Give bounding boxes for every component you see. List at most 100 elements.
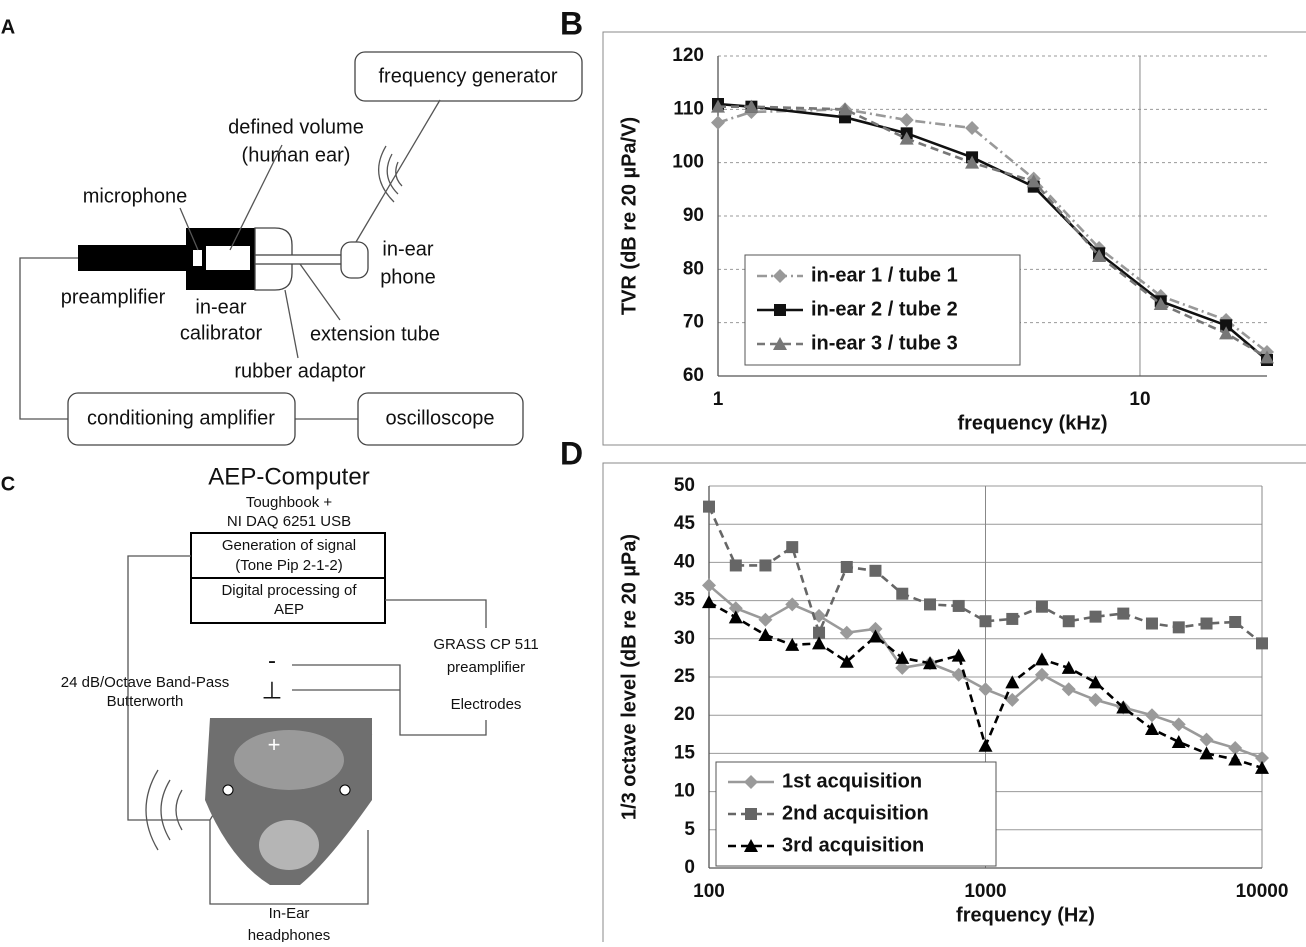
marker [786,541,799,554]
marker [1089,610,1102,623]
amplifier-box [67,392,296,446]
legend-label: 1st acquisition [782,770,922,792]
generator-label: frequency generator [378,65,557,87]
series-line [717,108,1268,354]
marker [978,682,993,697]
filter-label: 24 dB/Octave Band-Pass [61,674,229,691]
phone-label: phone [380,266,436,288]
y-tick-label: 0 [684,857,695,878]
marker [711,115,725,130]
processing-label: AEP [274,601,304,618]
legend-label: 3rd acquisition [782,834,924,856]
marker [1088,692,1103,707]
seal-photo [234,730,344,790]
marker [1220,319,1233,332]
marker [711,99,725,113]
x-tick-label: 1000 [964,881,1006,902]
marker [1034,652,1049,666]
legend-box [715,761,997,867]
marker [728,601,743,616]
marker [1228,741,1243,756]
legend-marker [744,839,758,852]
marker [1199,746,1214,760]
wire [355,99,441,243]
marker [1092,249,1107,262]
marker [1061,660,1076,674]
y-tick-label: 20 [674,704,695,725]
legend-marker [774,304,786,316]
marker [1171,717,1186,732]
electrodes-label: Electrodes [451,696,522,713]
marker [1228,752,1243,766]
y-axis-label: 1/3 octave level (dB re 20 µPa) [618,534,640,820]
phone-shape [340,241,369,279]
volume-label: defined volume [228,116,364,138]
marker [1229,615,1242,628]
legend-label: in-ear 3 / tube 3 [811,332,958,354]
marker [1144,708,1159,723]
marker [703,500,715,513]
marker [1172,621,1185,634]
calibrator-label: in-ear [195,296,246,318]
panel-c: C AEP-Computer Toughbook + NI DAQ 6251 U… [1,463,539,944]
wire [19,257,358,420]
x-tick-label: 10 [1129,389,1150,410]
chart: D 0 5 10 15 20 25 30 35 40 45 50 100 1000 10000 frequen… [560,435,1288,926]
filter-label: Butterworth [107,693,184,710]
x-axis-label: frequency (kHz) [957,412,1107,434]
panel-frame [602,31,1306,942]
y-tick-label: 100 [672,152,704,173]
marker [896,587,909,600]
oscilloscope-label: oscilloscope [386,407,495,429]
y-tick-label: 80 [683,258,704,279]
marker [1171,734,1186,748]
marker [951,648,966,662]
y-tick-label: 25 [674,666,696,687]
panel-a: A frequency generator defined volume (hu… [1,16,583,446]
marker [1005,692,1020,707]
seal-photo [259,820,319,870]
y-tick-label: 15 [674,742,696,763]
leader-lines [179,144,341,359]
y-tick-label: 30 [674,628,695,649]
marker [839,625,854,640]
marker [785,597,800,612]
computer-details: Toughbook + [246,494,333,511]
legend-marker [773,269,787,283]
x-tick-label: 1 [713,389,724,410]
preamp-label: preamplifier [447,659,525,676]
marker [702,578,716,593]
volume-label: (human ear) [242,144,351,166]
y-axis-label: TVR (dB re 20 µPa/V) [618,117,640,315]
processing-box [190,577,386,624]
headphone-left [222,784,234,796]
marker [1061,682,1076,697]
sound-waves [145,769,183,851]
amplifier-label: conditioning amplifier [87,407,275,429]
signal-box [190,532,386,579]
marker [759,559,772,572]
y-tick-label: 5 [684,819,695,840]
y-tick-label: 50 [674,475,695,496]
marker [979,615,992,628]
y-tick-label: 120 [672,45,704,66]
panel-label: D [560,435,583,471]
headphone-right [339,784,351,796]
series-line [718,105,1268,359]
marker [1005,675,1020,689]
marker [1199,732,1214,747]
marker [1200,617,1213,630]
marker [1219,326,1234,340]
marker [1153,297,1168,310]
marker [1034,667,1049,682]
microphone-label: microphone [83,185,188,207]
marker [758,627,773,641]
marker [744,99,759,113]
marker [729,559,742,572]
computer-details: NI DAQ 6251 USB [227,513,351,530]
marker [899,113,914,127]
preamplifier-shape [78,245,190,271]
marker [869,564,882,577]
series-line [717,102,1268,361]
